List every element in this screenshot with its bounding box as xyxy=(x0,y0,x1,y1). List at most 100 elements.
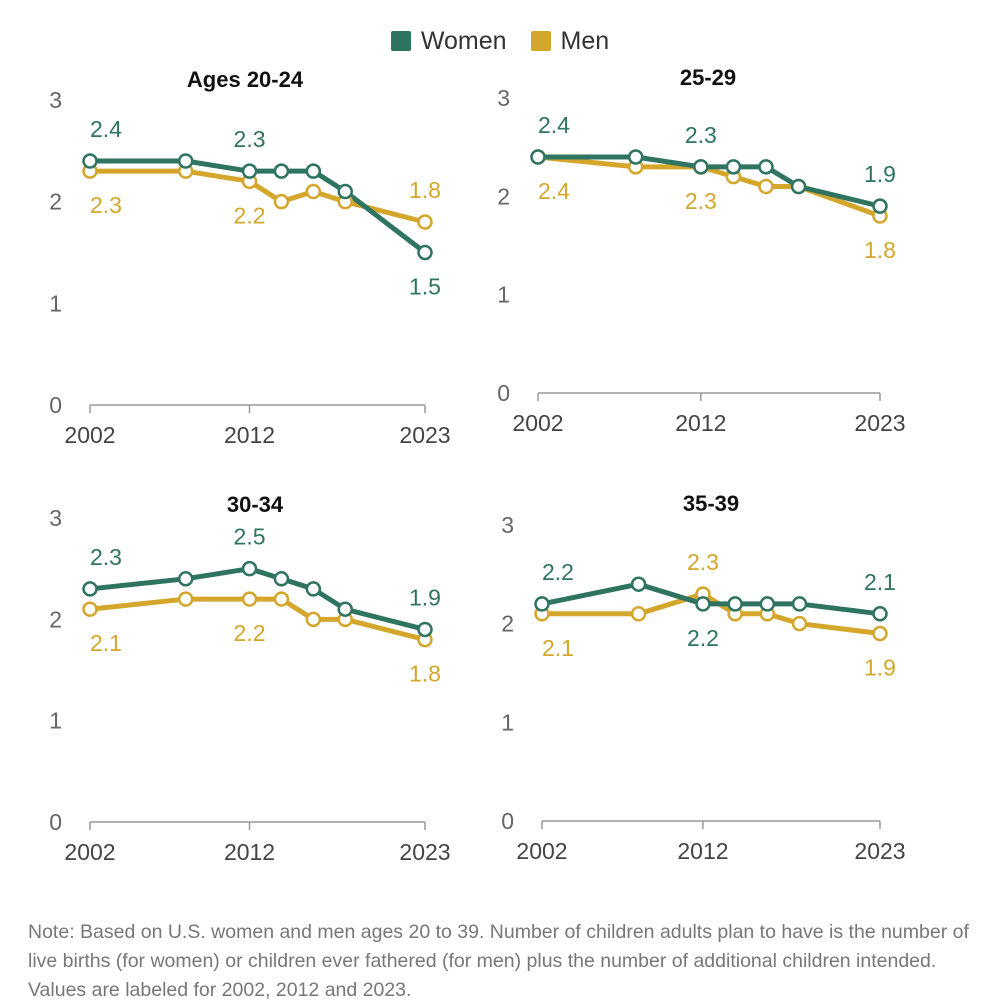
x-tick-label: 2023 xyxy=(399,839,450,865)
y-tick-label: 1 xyxy=(49,290,62,316)
legend-swatch-men xyxy=(530,31,551,51)
data-point-women xyxy=(417,244,433,261)
chart-panel-2: 25-29 0 1 2 3 2002 2012 2023 2.4 2.3 1.9 2.4 2.3 1.8 xyxy=(497,65,905,436)
data-point-women xyxy=(758,159,774,175)
data-label-men: 2.1 xyxy=(542,635,574,661)
x-tick-label: 2023 xyxy=(854,410,905,436)
y-tick-label: 2 xyxy=(497,183,510,209)
y-tick-label: 3 xyxy=(49,505,62,531)
data-point-women xyxy=(82,581,98,597)
data-point-women xyxy=(872,198,888,214)
y-tick-label: 2 xyxy=(501,611,514,637)
x-tick-label: 2023 xyxy=(854,838,905,864)
chart-panel-3: 30-34 0 1 2 3 2002 2012 2023 2.3 2.5 1.9 2.1 2.2 1.8 xyxy=(49,492,450,865)
data-point-men xyxy=(177,591,194,607)
legend-label-men: Men xyxy=(560,26,610,55)
legend-swatch-women xyxy=(390,31,411,51)
data-point-women xyxy=(177,571,194,587)
data-point-women xyxy=(305,163,322,179)
data-point-men xyxy=(273,591,290,607)
y-tick-label: 0 xyxy=(49,809,62,835)
data-point-men xyxy=(305,611,322,628)
data-point-women xyxy=(177,153,194,169)
data-point-women xyxy=(790,178,807,195)
legend-item-women: Women xyxy=(390,26,507,56)
y-tick-label: 0 xyxy=(501,808,514,834)
x-tick-label: 2002 xyxy=(64,839,115,865)
data-label-women: 2.5 xyxy=(234,524,266,550)
y-tick-label: 0 xyxy=(49,392,62,418)
data-label-men: 2.2 xyxy=(234,202,266,228)
data-label-women: 1.5 xyxy=(409,274,441,300)
x-tick-label: 2002 xyxy=(512,410,563,436)
data-point-women xyxy=(693,159,709,175)
data-label-women: 2.1 xyxy=(864,569,896,595)
data-point-men xyxy=(630,606,647,622)
data-point-men xyxy=(241,591,258,607)
data-label-men: 1.8 xyxy=(409,177,441,203)
chart-title: 30-34 xyxy=(227,492,284,517)
y-tick-label: 0 xyxy=(497,380,510,406)
data-label-women: 2.4 xyxy=(538,112,570,138)
data-label-men: 2.4 xyxy=(538,178,570,204)
x-tick-label: 2012 xyxy=(675,410,726,436)
data-point-women xyxy=(727,596,743,612)
data-label-men: 1.9 xyxy=(864,655,896,681)
data-point-men xyxy=(791,615,808,632)
data-point-women xyxy=(725,159,742,175)
data-label-men: 1.8 xyxy=(409,661,441,687)
data-label-men: 2.2 xyxy=(234,620,266,646)
data-point-women xyxy=(791,596,808,612)
legend-item-men: Men xyxy=(530,26,610,56)
chart-note: Note: Based on U.S. women and men ages 2… xyxy=(28,921,969,1001)
data-point-women xyxy=(627,149,644,165)
data-label-women: 2.4 xyxy=(90,116,122,142)
data-point-women xyxy=(695,596,711,612)
data-point-women xyxy=(241,163,258,179)
legend-label-women: Women xyxy=(420,26,507,55)
y-tick-label: 1 xyxy=(501,709,514,735)
legend: Women Men xyxy=(0,24,1000,58)
data-label-women: 2.3 xyxy=(685,122,717,148)
chart-panel-4: 35-39 0 1 2 3 2002 2012 2023 2.2 2.2 2.1 2.1 2.3 1.9 xyxy=(501,491,905,864)
data-label-women: 2.2 xyxy=(542,559,574,585)
x-tick-label: 2002 xyxy=(64,422,115,448)
y-tick-label: 1 xyxy=(49,708,62,734)
data-point-women xyxy=(305,581,322,597)
data-point-men xyxy=(872,625,888,642)
y-tick-label: 3 xyxy=(497,85,510,111)
data-point-women xyxy=(530,149,546,165)
data-point-men xyxy=(758,178,774,195)
data-point-women xyxy=(82,153,98,169)
data-point-men xyxy=(305,183,322,200)
data-point-women xyxy=(759,596,776,612)
data-label-women: 1.9 xyxy=(864,161,896,187)
data-point-women xyxy=(872,606,888,622)
chart-title: 25-29 xyxy=(680,65,736,90)
y-tick-label: 2 xyxy=(49,189,62,215)
data-label-women: 1.9 xyxy=(409,584,441,610)
data-point-men xyxy=(417,214,433,230)
data-point-women xyxy=(417,621,433,638)
data-point-men xyxy=(82,601,98,617)
x-tick-label: 2012 xyxy=(224,839,275,865)
y-tick-label: 2 xyxy=(49,606,62,632)
data-label-men: 2.1 xyxy=(90,630,122,656)
y-tick-label: 1 xyxy=(497,282,510,308)
data-label-men: 2.3 xyxy=(685,188,717,214)
x-tick-label: 2023 xyxy=(399,422,450,448)
data-label-women: 2.3 xyxy=(90,544,122,570)
x-tick-label: 2012 xyxy=(677,838,728,864)
data-point-women xyxy=(337,183,353,200)
data-point-men xyxy=(273,193,290,210)
data-label-men: 2.3 xyxy=(90,192,122,218)
data-point-women xyxy=(534,596,550,612)
chart-panel-1: Ages 20-24 0 1 2 3 2002 2012 2023 2.4 2.3 1.5 2.3 2.… xyxy=(49,67,450,448)
data-point-women xyxy=(630,576,647,592)
data-point-women xyxy=(337,601,353,617)
chart-title: 35-39 xyxy=(683,491,739,516)
data-label-men: 2.3 xyxy=(687,549,719,575)
y-tick-label: 3 xyxy=(501,512,514,538)
data-label-women: 2.2 xyxy=(687,625,719,651)
